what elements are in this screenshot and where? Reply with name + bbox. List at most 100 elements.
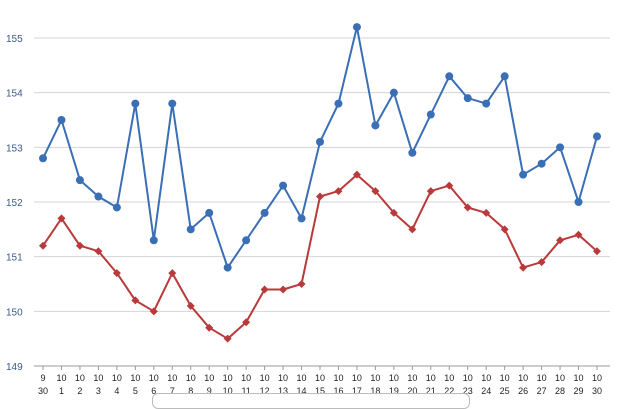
x-tick-label-day: 26 [518, 386, 528, 396]
x-tick-label-month: 10 [130, 373, 140, 383]
x-tick-label-day: 18 [370, 386, 380, 396]
x-tick-label-day: 8 [188, 386, 193, 396]
x-tick-label-month: 10 [537, 373, 547, 383]
x-tick-label-day: 9 [207, 386, 212, 396]
series-2-point [426, 187, 435, 196]
legend-box [152, 393, 470, 409]
series-1-point [371, 121, 380, 130]
series-2-point [75, 241, 84, 250]
series-1-point [297, 214, 306, 223]
series-2-point [279, 285, 288, 294]
series-1-point [556, 143, 565, 152]
series-2-point [574, 230, 583, 239]
series-2-point [316, 192, 324, 201]
series-2-point [242, 318, 251, 327]
series-1-point [334, 99, 343, 108]
series-1-point [445, 72, 454, 81]
series-1-point [482, 99, 491, 108]
x-tick-label-month: 10 [260, 373, 270, 383]
series-1-point [574, 198, 583, 206]
series-2-point [223, 334, 232, 343]
series-1-point [537, 159, 546, 168]
x-tick-label-month: 10 [241, 373, 251, 383]
x-tick-label-day: 21 [426, 386, 436, 396]
x-tick-label-month: 10 [389, 373, 399, 383]
y-tick-label: 151 [6, 253, 23, 264]
x-tick-label-month: 10 [278, 373, 288, 383]
x-tick-label-month: 10 [75, 373, 85, 383]
x-tick-label-month: 10 [297, 373, 307, 383]
x-tick-label-month: 10 [333, 373, 343, 383]
series-1-point [426, 110, 435, 119]
series-2-point [186, 301, 195, 310]
x-tick-label-day: 1 [59, 386, 64, 396]
x-tick-label-month: 10 [167, 373, 177, 383]
series-1-point [112, 203, 121, 212]
series-1-point [500, 72, 509, 81]
x-tick-label-month: 10 [500, 373, 510, 383]
series-1-point [408, 148, 417, 157]
x-tick-label-month: 10 [444, 373, 454, 383]
series-1-point [131, 99, 140, 108]
x-tick-label-day: 19 [389, 386, 399, 396]
x-tick-label-month: 10 [574, 373, 584, 383]
x-tick-label-day: 28 [555, 386, 565, 396]
series-2-point [593, 247, 601, 256]
series-2-point [57, 214, 66, 223]
series-2-point [519, 263, 528, 272]
x-tick-label-month: 10 [555, 373, 565, 383]
x-tick-label-day: 3 [96, 386, 101, 396]
y-tick-label: 152 [6, 198, 23, 209]
x-tick-label-day: 16 [333, 386, 343, 396]
x-tick-label-month: 10 [463, 373, 473, 383]
series-2-point [445, 181, 454, 190]
series-1-point [463, 94, 472, 103]
series-2-point [389, 208, 398, 217]
x-tick-label-day: 22 [444, 386, 454, 396]
series-2-point [482, 208, 491, 217]
series-1-point [94, 192, 103, 201]
x-tick-label-day: 7 [170, 386, 175, 396]
series-2-point [168, 269, 177, 278]
x-tick-label-month: 10 [518, 373, 528, 383]
series-2-point [131, 296, 140, 305]
x-tick-label-day: 10 [223, 386, 233, 396]
x-tick-label-month: 10 [426, 373, 436, 383]
x-tick-label-month: 10 [186, 373, 196, 383]
x-tick-label-day: 29 [574, 386, 584, 396]
series-2-point [94, 247, 103, 256]
x-tick-label-month: 9 [40, 373, 45, 383]
series-1-point [149, 236, 158, 245]
x-tick-label-day: 17 [352, 386, 362, 396]
y-tick-label: 149 [6, 362, 23, 373]
series-1-point [168, 99, 177, 108]
y-tick-label: 154 [6, 89, 23, 100]
series-1-point [352, 23, 361, 32]
x-tick-label-day: 2 [77, 386, 82, 396]
x-tick-label-month: 10 [481, 373, 491, 383]
series-2-point [352, 170, 361, 179]
x-tick-label-month: 10 [407, 373, 417, 383]
series-2-point [39, 241, 47, 250]
x-tick-label-day: 6 [151, 386, 156, 396]
x-tick-label-month: 10 [352, 373, 362, 383]
series-1-point [279, 181, 288, 190]
x-tick-label-month: 10 [204, 373, 214, 383]
series-1-point [593, 132, 601, 141]
x-tick-label-day: 23 [463, 386, 473, 396]
x-tick-label-month: 10 [112, 373, 122, 383]
x-tick-label-month: 10 [93, 373, 103, 383]
x-tick-label-day: 4 [114, 386, 119, 396]
series-2-point [463, 203, 472, 212]
series-2-point [112, 269, 121, 278]
x-tick-label-month: 10 [370, 373, 380, 383]
x-tick-label-day: 30 [592, 386, 602, 396]
series-1-point [205, 208, 214, 217]
x-tick-label-month: 10 [149, 373, 159, 383]
series-2-point [260, 285, 269, 294]
series-1-point [223, 263, 232, 272]
series-1-point [316, 137, 324, 146]
x-tick-label-day: 14 [297, 386, 307, 396]
x-tick-label-day: 24 [481, 386, 491, 396]
